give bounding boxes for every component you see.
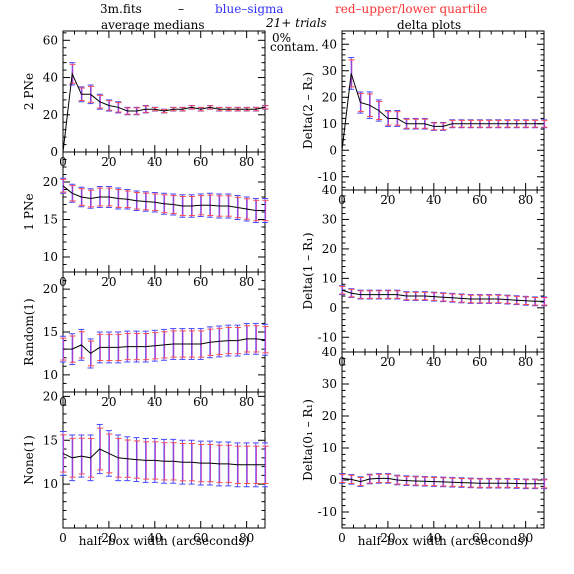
x-tick-label: 0 (338, 531, 346, 545)
y-tick-label: 10 (322, 441, 337, 455)
x-tick-label: 40 (147, 531, 162, 545)
median-series-line (63, 338, 266, 355)
y-axis-title: None(1) (22, 435, 36, 485)
header-dash: – (178, 2, 184, 16)
y-tick-label: 0 (329, 301, 337, 315)
x-tick-label: 60 (193, 155, 208, 169)
center-trials: 21+ trials (265, 16, 327, 30)
y-axis-title: 2 PNe (22, 73, 36, 110)
y-tick-label: -10 (318, 505, 337, 519)
x-tick-label: 80 (239, 531, 254, 545)
y-tick-label: 10 (43, 250, 58, 264)
x-tick-label: 20 (380, 193, 395, 207)
y-tick-label: 20 (43, 175, 58, 189)
x-tick-label: 40 (426, 193, 441, 207)
y-tick-label: 40 (322, 37, 337, 51)
y-tick-label: 40 (322, 183, 337, 197)
x-tick-label: 40 (147, 275, 162, 289)
x-tick-label: 60 (193, 531, 208, 545)
y-tick-label: 20 (43, 282, 58, 296)
y-tick-label: 15 (43, 325, 58, 339)
x-tick-label: 60 (193, 275, 208, 289)
y-axis-title: Delta(1 – R₁) (301, 232, 315, 309)
y-tick-label: 10 (322, 271, 337, 285)
y-axis-title: Delta(2 – R₂) (301, 72, 315, 149)
x-tick-label: 40 (147, 155, 162, 169)
plot-frame (341, 30, 545, 191)
header-red-label: red–upper/lower quartile (335, 2, 487, 16)
y-tick-label: 10 (43, 368, 58, 382)
center-contam: contam. (270, 40, 319, 54)
y-tick-label: 20 (43, 389, 58, 403)
x-tick-label: 60 (472, 355, 487, 369)
median-series-line (341, 477, 544, 485)
y-tick-label: 20 (322, 242, 337, 256)
y-tick-label: 0 (50, 145, 58, 159)
y-tick-label: 30 (322, 212, 337, 226)
median-series-line (341, 73, 544, 151)
x-tick-label: 80 (239, 395, 254, 409)
x-tick-label: 20 (101, 155, 116, 169)
y-tick-label: 60 (43, 33, 58, 47)
x-tick-label: 20 (380, 531, 395, 545)
median-series-line (341, 289, 544, 302)
y-tick-label: 20 (322, 409, 337, 423)
y-tick-label: -10 (318, 170, 337, 184)
x-tick-label: 20 (101, 395, 116, 409)
x-tick-label: 80 (239, 155, 254, 169)
y-tick-label: 10 (43, 477, 58, 491)
center-percent: 0% (272, 31, 291, 45)
x-tick-label: 80 (239, 275, 254, 289)
x-tick-label: 60 (472, 193, 487, 207)
x-axis-title-right: half–box width (arcseconds) (358, 534, 529, 548)
x-tick-label: 80 (518, 531, 533, 545)
x-tick-label: 20 (380, 355, 395, 369)
median-series-line (62, 71, 266, 153)
header-file: 3m.fits (100, 2, 142, 16)
x-tick-label: 60 (472, 531, 487, 545)
y-tick-label: 30 (322, 64, 337, 78)
plot-frame (341, 189, 545, 353)
x-tick-label: 40 (426, 355, 441, 369)
x-tick-label: 60 (193, 395, 208, 409)
y-tick-label: 40 (322, 345, 337, 359)
panels: 0 20 40 60 80 0 20 40 60 2 PNe 0 20 40 60 80 10 15 20 1 PN… (22, 30, 548, 545)
y-tick-label: 40 (43, 71, 58, 85)
plot-frame (341, 351, 545, 529)
y-tick-label: 30 (322, 377, 337, 391)
x-tick-label: 80 (518, 193, 533, 207)
y-tick-label: 0 (329, 143, 337, 157)
x-tick-label: 0 (59, 531, 67, 545)
panel-4: 0 20 40 60 80 10 15 20 None(1) (22, 389, 269, 545)
x-tick-label: 20 (101, 531, 116, 545)
y-tick-label: 20 (43, 108, 58, 122)
median-series-line (62, 185, 265, 211)
plot-frame (62, 30, 266, 153)
x-tick-label: 40 (426, 531, 441, 545)
header-blue-label: blue–sigma (215, 2, 284, 16)
y-tick-label: 10 (322, 117, 337, 131)
x-tick-label: 40 (147, 395, 162, 409)
median-series-line (62, 448, 265, 466)
x-tick-label: 20 (101, 275, 116, 289)
x-axis-title-left: half–box width (arcseconds) (79, 534, 250, 548)
y-tick-label: -10 (318, 330, 337, 344)
y-tick-label: 15 (43, 213, 58, 227)
y-tick-label: 0 (329, 473, 337, 487)
y-tick-label: 15 (43, 433, 58, 447)
y-tick-label: 20 (322, 90, 337, 104)
y-axis-title: 1 PNe (22, 193, 36, 230)
left-subtitle: average medians (101, 18, 205, 32)
y-axis-title: Delta(0₁ – R₁) (301, 399, 315, 481)
y-axis-title: Random(1) (22, 298, 36, 365)
x-tick-label: 80 (518, 355, 533, 369)
right-subtitle: delta plots (397, 18, 461, 32)
